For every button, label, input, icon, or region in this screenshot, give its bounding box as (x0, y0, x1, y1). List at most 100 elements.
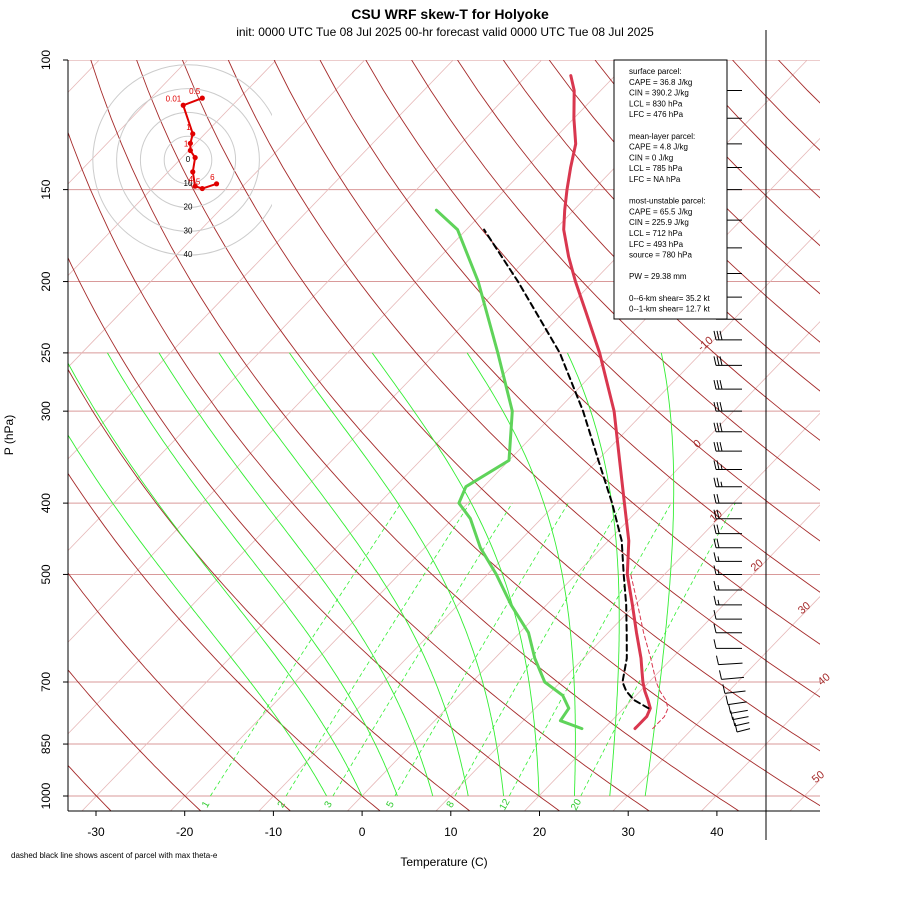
hodograph-rings (92, 64, 272, 256)
info-line: most-unstable parcel: (629, 197, 705, 206)
wind-barb-full (716, 402, 720, 412)
hodograph-ring-label: 0 (186, 155, 191, 164)
x-tick-label: 30 (622, 825, 636, 839)
dry-adiabat-line (457, 60, 820, 441)
wind-barb-full (716, 477, 720, 487)
dry-adiabat-line (68, 472, 381, 811)
mixing-ratio-line (332, 502, 513, 797)
wind-barb-full (716, 494, 720, 504)
virtual_temp-line (630, 573, 669, 730)
wind-barb-half (717, 584, 720, 591)
wind-barb-staff (734, 722, 750, 727)
info-line: LCL = 712 hPa (629, 229, 683, 238)
wind-barb-half (720, 464, 723, 470)
wind-barb (730, 710, 749, 721)
chart-subtitle: init: 0000 UTC Tue 08 Jul 2025 00-hr for… (236, 25, 654, 39)
moist-adiabat-line (566, 352, 620, 797)
wind-barb (713, 330, 742, 341)
y-tick-label: 700 (39, 672, 53, 692)
x-tick-label: 10 (444, 825, 458, 839)
moist-adiabat-line (644, 352, 675, 797)
wind-barb-full (716, 330, 720, 340)
mixing-ratio-line (508, 502, 672, 797)
info-box-frame (613, 59, 728, 320)
wind-barb-full (713, 610, 717, 620)
dry-adiabat-line (870, 60, 900, 812)
wind-barb (713, 623, 742, 634)
wind-barb-half (717, 556, 720, 562)
hodograph-point-label: 0.01 (166, 94, 182, 103)
info-line: CIN = 390.2 J/kg (629, 89, 689, 98)
hodograph-point (213, 181, 220, 187)
sounding-series (434, 74, 669, 731)
wind-barb-full (713, 460, 717, 470)
hodograph: 0 10 20 30 40 654 1 1 0.01 0.5 (92, 64, 272, 259)
hodograph-point (199, 185, 205, 192)
wind-barb-staff (730, 709, 748, 714)
isotherm-line (68, 60, 454, 460)
info-line: CAPE = 4.8 J/kg (629, 143, 688, 152)
wind-barb-full (719, 422, 723, 432)
wind-barb-full (716, 442, 720, 452)
wind-barb-full (722, 684, 726, 694)
wind-barb-full (715, 655, 719, 665)
dry-adiabat-label: -10 (696, 334, 716, 353)
info-line: LCL = 830 hPa (629, 99, 683, 108)
info-line: CAPE = 65.5 J/kg (629, 207, 692, 216)
wind-barb (713, 565, 742, 575)
wind-barb-full (719, 402, 723, 412)
wind-barb (713, 538, 742, 549)
isotherm-line (435, 412, 820, 811)
dry-adiabat-line (68, 572, 292, 811)
isotherm-line (68, 60, 365, 368)
wind-barb (713, 580, 742, 591)
hodograph-point (190, 169, 196, 175)
dry-adiabat-line (411, 60, 820, 491)
x-tick-label: 40 (710, 825, 724, 839)
dry-adiabat-line (90, 60, 740, 811)
chart-title: CSU WRF skew-T for Holyoke (351, 6, 549, 22)
wind-barb (732, 716, 750, 727)
wind-barb (734, 722, 751, 733)
wind-barb-full (713, 494, 717, 504)
wind-barb (713, 460, 742, 470)
mixing-ratio-label: 5 (385, 799, 398, 810)
wind-barb-full (734, 722, 738, 733)
wind-barb (713, 442, 742, 452)
hodograph-point (199, 95, 205, 101)
y-tick-label: 400 (39, 493, 53, 513)
wind-barb-full (730, 710, 734, 720)
wind-barb (713, 422, 742, 433)
wind-barb-full (716, 422, 720, 432)
x-axis-label: Temperature (C) (400, 855, 487, 869)
wind-barb-staff (736, 728, 751, 733)
x-tick-label: -30 (87, 825, 105, 839)
wind-barb-full (716, 538, 720, 548)
dry-adiabat-line (181, 60, 820, 752)
hodograph-ring (163, 135, 213, 185)
info-line: LFC = 493 hPa (629, 240, 684, 249)
hodograph-point-label: 1 (186, 123, 191, 132)
wind-barb-full (713, 524, 717, 534)
dry-adiabat-label: 30 (796, 600, 813, 617)
dry-adiabat-label: 40 (816, 671, 833, 688)
dry-adiabat-label: 20 (749, 557, 766, 574)
hodograph-ring (116, 88, 260, 232)
mixing-ratio-label: 8 (445, 799, 458, 810)
mixing-ratio-label: 2 (276, 799, 289, 810)
mixing-ratio-line (210, 502, 402, 797)
y-axis-label: P (hPa) (2, 415, 16, 455)
y-tick-label: 250 (39, 343, 53, 363)
hodograph-point-label: 1 (184, 139, 189, 148)
wind-barb (725, 695, 747, 706)
wind-barb (713, 610, 742, 620)
dry-adiabat-line (778, 60, 820, 104)
info-line: LCL = 785 hPa (629, 164, 683, 173)
wind-barb (713, 494, 742, 504)
isotherm-line (169, 137, 820, 811)
wind-barb (713, 477, 742, 488)
info-line: LFC = NA hPa (629, 175, 681, 184)
y-tick-label: 1000 (39, 782, 53, 809)
hodograph-ring-label: 30 (184, 226, 193, 235)
